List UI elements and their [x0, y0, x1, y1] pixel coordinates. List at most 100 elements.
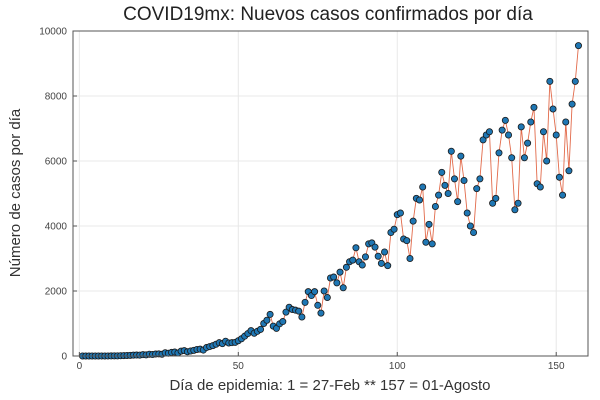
x-axis-label: Día de epidemia: 1 = 27-Feb ** 157 = 01-…: [169, 377, 490, 394]
data-point: [339, 284, 347, 292]
series-line: [82, 45, 579, 357]
data-point: [333, 279, 341, 287]
data-point: [485, 128, 493, 136]
data-point: [562, 118, 570, 126]
data-point: [444, 189, 452, 197]
data-point: [279, 318, 287, 326]
data-point: [527, 118, 535, 126]
data-point: [257, 325, 265, 333]
data-point: [514, 199, 522, 207]
data-point: [361, 253, 369, 261]
data-point: [377, 259, 385, 267]
data-point: [495, 149, 503, 157]
data-point: [396, 209, 404, 217]
data-point: [435, 191, 443, 199]
data-point: [263, 316, 271, 324]
data-point: [463, 209, 471, 217]
data-point: [473, 185, 481, 193]
data-point: [549, 105, 557, 113]
chart-title: COVID19mx: Nuevos casos confirmados por …: [123, 4, 533, 25]
data-point: [536, 183, 544, 191]
data-point: [266, 310, 274, 318]
x-tick-label: 0: [77, 361, 83, 372]
data-point: [419, 183, 427, 191]
data-point: [520, 154, 528, 162]
data-points: [79, 42, 582, 360]
data-point: [466, 222, 474, 230]
data-point: [460, 176, 468, 184]
data-point: [552, 131, 560, 139]
x-tick-label: 150: [548, 361, 565, 372]
data-point: [384, 262, 392, 270]
data-point: [524, 139, 532, 147]
data-point: [447, 147, 455, 155]
data-point: [505, 131, 513, 139]
data-point: [381, 248, 389, 256]
data-point: [371, 243, 379, 251]
data-point: [342, 263, 350, 271]
data-point: [568, 100, 576, 108]
y-tick-label: 6000: [45, 157, 68, 168]
data-point: [530, 103, 538, 111]
data-point: [374, 252, 382, 260]
data-point: [330, 273, 338, 281]
series-line-layer: [82, 45, 579, 357]
data-point: [559, 191, 567, 199]
data-point: [406, 254, 414, 262]
data-point: [543, 157, 551, 165]
data-point: [409, 217, 417, 225]
y-tick-label: 10000: [39, 27, 67, 38]
data-point: [320, 287, 328, 295]
data-point: [438, 168, 446, 176]
data-point: [511, 206, 519, 214]
data-point: [431, 202, 439, 210]
data-point: [479, 136, 487, 144]
data-point: [571, 77, 579, 85]
x-tick-label: 50: [233, 361, 245, 372]
data-point: [311, 288, 319, 296]
data-point: [282, 308, 290, 316]
data-point: [501, 116, 509, 124]
data-point: [295, 307, 303, 315]
data-point: [498, 126, 506, 134]
grid: [73, 30, 588, 357]
data-point: [441, 181, 449, 189]
data-point: [336, 268, 344, 276]
data-point: [323, 293, 331, 301]
y-tick-label: 8000: [45, 92, 68, 103]
data-point: [517, 123, 525, 131]
data-point: [349, 256, 357, 264]
data-point: [555, 173, 563, 181]
data-point: [301, 298, 309, 306]
data-point: [565, 167, 573, 175]
data-point: [492, 194, 500, 202]
x-tick-label: 100: [389, 361, 406, 372]
y-tick-label: 0: [61, 352, 67, 363]
data-point: [457, 152, 465, 160]
ticks: 0 50 100 150 0 2000 4000 6000 8000 10000: [39, 27, 565, 373]
data-point: [422, 238, 430, 246]
data-point: [358, 261, 366, 269]
data-point: [428, 240, 436, 248]
data-point: [352, 244, 360, 252]
plot-frame: [72, 30, 589, 357]
data-point: [416, 196, 424, 204]
data-point: [546, 77, 554, 85]
data-point: [574, 42, 582, 50]
data-point: [476, 175, 484, 183]
data-point: [470, 228, 478, 236]
data-point: [489, 199, 497, 207]
data-point: [390, 225, 398, 233]
data-point: [539, 128, 547, 136]
data-point: [314, 301, 322, 309]
y-tick-label: 4000: [45, 222, 68, 233]
data-point: [298, 313, 306, 321]
data-point: [454, 198, 462, 206]
y-axis-label: Número de casos por día: [7, 108, 24, 277]
data-point: [317, 309, 325, 317]
data-point: [450, 175, 458, 183]
y-tick-label: 2000: [45, 287, 68, 298]
data-point: [508, 154, 516, 162]
data-point: [403, 237, 411, 245]
